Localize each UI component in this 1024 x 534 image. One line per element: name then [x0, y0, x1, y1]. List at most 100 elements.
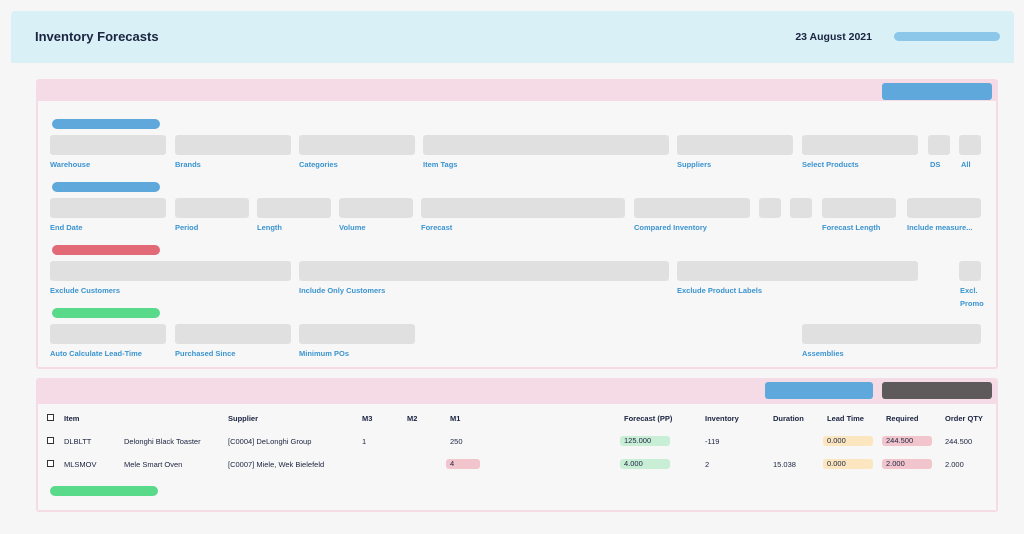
end-date-label: End Date — [50, 223, 83, 232]
col-m2[interactable]: M2 — [407, 414, 418, 423]
section-toggle-exclusions[interactable] — [52, 245, 160, 255]
item-tags-label: Item Tags — [423, 160, 458, 169]
filters-panel: Warehouse Brands Categories Item Tags Su… — [36, 79, 998, 369]
inventory-cell: 2 — [705, 460, 710, 469]
option-toggle-a[interactable] — [759, 198, 781, 218]
row-checkbox[interactable] — [47, 437, 54, 444]
item-code: MLSMOV — [64, 460, 97, 469]
results-secondary-button[interactable] — [882, 382, 992, 399]
supplier-cell: [C0004] DeLonghi Group — [228, 437, 312, 446]
include-only-customers-select[interactable] — [299, 261, 669, 281]
item-name: Delonghi Black Toaster — [124, 437, 201, 446]
suppliers-label: Suppliers — [677, 160, 712, 169]
row-checkbox[interactable] — [47, 460, 54, 467]
m1-badge: 4 — [446, 459, 480, 469]
header-action-button[interactable] — [894, 32, 1000, 41]
forecast-length-input[interactable] — [822, 198, 896, 218]
select-products-label: Select Products — [802, 160, 859, 169]
forecast-length-label: Forecast Length — [822, 223, 881, 232]
item-code: DLBLTT — [64, 437, 92, 446]
excl-promo-label-line1: Excl. — [960, 286, 978, 295]
purchased-since-input[interactable] — [175, 324, 291, 344]
minimum-pos-input[interactable] — [299, 324, 415, 344]
exclude-product-labels-label: Exclude Product Labels — [677, 286, 763, 295]
page-title: Inventory Forecasts — [35, 29, 159, 44]
forecast-select[interactable] — [421, 198, 625, 218]
col-forecast-pp[interactable]: Forecast (PP) — [624, 414, 673, 423]
col-required[interactable]: Required — [886, 414, 919, 423]
m3-cell: 1 — [362, 437, 367, 446]
end-date-input[interactable] — [50, 198, 166, 218]
forecast-badge: 4.000 — [620, 459, 670, 469]
assemblies-select[interactable] — [802, 324, 981, 344]
load-more-button[interactable] — [50, 486, 158, 496]
ds-label: DS — [930, 160, 941, 169]
brands-label: Brands — [175, 160, 201, 169]
include-only-customers-label: Include Only Customers — [299, 286, 386, 295]
col-m1[interactable]: M1 — [450, 414, 461, 423]
forecast-badge: 125.000 — [620, 436, 670, 446]
col-order-qty[interactable]: Order QTY — [945, 414, 983, 423]
option-toggle-b[interactable] — [790, 198, 812, 218]
purchased-since-label: Purchased Since — [175, 349, 236, 358]
assemblies-label: Assemblies — [802, 349, 844, 358]
page-header: Inventory Forecasts 23 August 2021 — [11, 11, 1014, 63]
include-measure-label: Include measure... — [907, 223, 973, 232]
filters-apply-button[interactable] — [882, 83, 992, 100]
auto-calculate-lead-time-select[interactable] — [50, 324, 166, 344]
period-select[interactable] — [175, 198, 249, 218]
item-tags-select[interactable] — [423, 135, 669, 155]
col-duration[interactable]: Duration — [773, 414, 804, 423]
col-m3[interactable]: M3 — [362, 414, 373, 423]
volume-label: Volume — [339, 223, 366, 232]
all-label: All — [961, 160, 971, 169]
exclude-customers-label: Exclude Customers — [50, 286, 121, 295]
results-primary-button[interactable] — [765, 382, 873, 399]
col-item[interactable]: Item — [64, 414, 80, 423]
forecast-label: Forecast — [421, 223, 453, 232]
inventory-cell: -119 — [705, 437, 720, 446]
exclude-product-labels-select[interactable] — [677, 261, 918, 281]
length-label: Length — [257, 223, 282, 232]
section-toggle-lead-time[interactable] — [52, 308, 160, 318]
order-qty-cell[interactable]: 244.500 — [945, 437, 973, 446]
select-products-select[interactable] — [802, 135, 918, 155]
ds-checkbox[interactable] — [928, 135, 950, 155]
item-name: Mele Smart Oven — [124, 460, 183, 469]
warehouse-select[interactable] — [50, 135, 166, 155]
m1-cell: 250 — [450, 437, 463, 446]
supplier-cell: [C0007] Miele, Wek Bielefeld — [228, 460, 325, 469]
all-checkbox[interactable] — [959, 135, 981, 155]
compared-inventory-label: Compared Inventory — [634, 223, 707, 232]
order-qty-cell[interactable]: 2.000 — [945, 460, 964, 469]
exclude-customers-select[interactable] — [50, 261, 291, 281]
col-lead-time[interactable]: Lead Time — [827, 414, 864, 423]
col-supplier[interactable]: Supplier — [228, 414, 259, 423]
auto-calculate-lead-time-label: Auto Calculate Lead-Time — [50, 349, 142, 358]
duration-cell: 15.038 — [773, 460, 796, 469]
lead-time-badge[interactable]: 0.000 — [823, 459, 873, 469]
compared-inventory-select[interactable] — [634, 198, 750, 218]
excl-promo-label-line2: Promo — [960, 299, 984, 308]
section-toggle-products[interactable] — [52, 119, 160, 129]
brands-select[interactable] — [175, 135, 291, 155]
volume-select[interactable] — [339, 198, 413, 218]
section-toggle-period[interactable] — [52, 182, 160, 192]
categories-label: Categories — [299, 160, 338, 169]
filters-body: Warehouse Brands Categories Item Tags Su… — [38, 101, 996, 367]
include-measure-select[interactable] — [907, 198, 981, 218]
minimum-pos-label: Minimum POs — [299, 349, 350, 358]
period-label: Period — [175, 223, 199, 232]
required-badge: 244.500 — [882, 436, 932, 446]
required-badge: 2.000 — [882, 459, 932, 469]
col-inventory[interactable]: Inventory — [705, 414, 739, 423]
excl-promo-checkbox[interactable] — [959, 261, 981, 281]
categories-select[interactable] — [299, 135, 415, 155]
suppliers-select[interactable] — [677, 135, 793, 155]
select-all-checkbox[interactable] — [47, 414, 54, 421]
lead-time-badge[interactable]: 0.000 — [823, 436, 873, 446]
current-date: 23 August 2021 — [795, 31, 872, 43]
length-input[interactable] — [257, 198, 331, 218]
warehouse-label: Warehouse — [50, 160, 91, 169]
